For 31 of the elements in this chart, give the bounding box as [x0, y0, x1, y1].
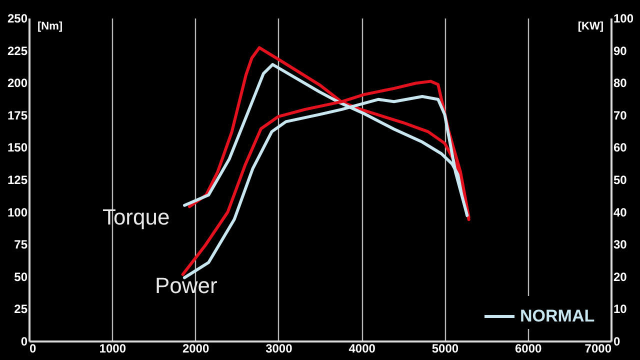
- x-tick-label: 0: [30, 342, 36, 356]
- y-tick-label: 100: [7, 205, 28, 220]
- y2-tick-label: 60: [614, 140, 628, 155]
- y2-tick-label: 10: [614, 302, 628, 316]
- x-tick-label: 2000: [182, 342, 210, 356]
- y-tick-label: 75: [14, 238, 28, 252]
- y-tick-label: 125: [7, 173, 28, 187]
- y-axis-title: [Nm]: [38, 20, 63, 32]
- x-tick-label: 7000: [584, 342, 612, 356]
- y-tick-label: 250: [7, 12, 28, 26]
- y-tick-label: 225: [7, 44, 28, 58]
- y2-tick-label: 90: [614, 44, 628, 58]
- y2-tick-label: 80: [614, 76, 628, 90]
- y2-axis-title: [KW]: [578, 20, 604, 32]
- y-tick-label: 50: [14, 270, 28, 284]
- x-tick-label: 1000: [99, 342, 126, 356]
- x-tick-label: 5000: [432, 342, 459, 356]
- y2-tick-label: 30: [614, 238, 628, 252]
- x-tick-label: 3000: [266, 342, 293, 356]
- y-tick-label: 25: [14, 302, 28, 316]
- y2-tick-label: 70: [614, 108, 628, 122]
- y2-tick-label: 100: [614, 12, 634, 26]
- y-tick-label: 150: [7, 140, 28, 155]
- y2-tick-label: 50: [614, 173, 628, 187]
- x-tick-label: 6000: [515, 342, 542, 356]
- x-tick-label: 4000: [348, 342, 376, 356]
- y2-tick-label: 20: [614, 270, 628, 284]
- y-tick-label: 175: [7, 108, 28, 122]
- y2-tick-label: 40: [614, 205, 628, 220]
- legend-label: NORMAL: [520, 306, 595, 326]
- y-tick-label: 200: [7, 76, 28, 90]
